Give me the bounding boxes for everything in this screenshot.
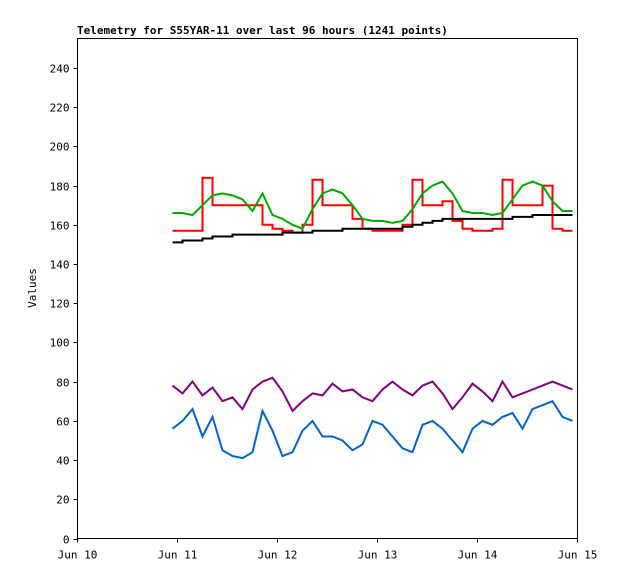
y-tick-label: 240 [50,63,70,76]
x-axis: Jun 10 Jun 11 Jun 12 Jun 13 Jun 14 Jun 15 [58,538,598,562]
series-line-red [172,176,573,234]
y-tick-label: 160 [50,220,70,233]
y-axis-label: Values [26,268,39,308]
y-tick-label: 140 [50,259,70,272]
x-tick-label: Jun 15 [558,549,598,562]
x-tick-label: Jun 14 [458,549,498,562]
x-tick-label: Jun 12 [258,549,298,562]
series-group [171,176,573,460]
y-tick-label: 100 [50,337,70,350]
series-line-black [172,214,573,244]
x-tick-label: Jun 13 [358,549,398,562]
y-tick-label: 60 [56,416,69,429]
x-tick-label: Jun 10 [58,549,98,562]
y-tick-label: 0 [63,534,70,547]
chart-title: Telemetry for S55YAR-11 over last 96 hou… [77,24,448,37]
x-tick-label: Jun 11 [158,549,198,562]
y-tick-label: 40 [56,455,69,468]
series-line-green [172,180,573,230]
series-line-blue [171,399,573,460]
plot-area [77,38,578,539]
y-tick-label: 220 [50,102,70,115]
y-tick-label: 200 [50,141,70,154]
y-tick-label: 180 [50,181,70,194]
y-axis: 0 20 40 60 80 100 120 140 160 180 200 220 240 [50,63,78,547]
y-tick-label: 20 [56,494,69,507]
y-tick-label: 120 [50,298,70,311]
y-tick-label: 80 [56,377,69,390]
series-line-purple [171,376,573,413]
